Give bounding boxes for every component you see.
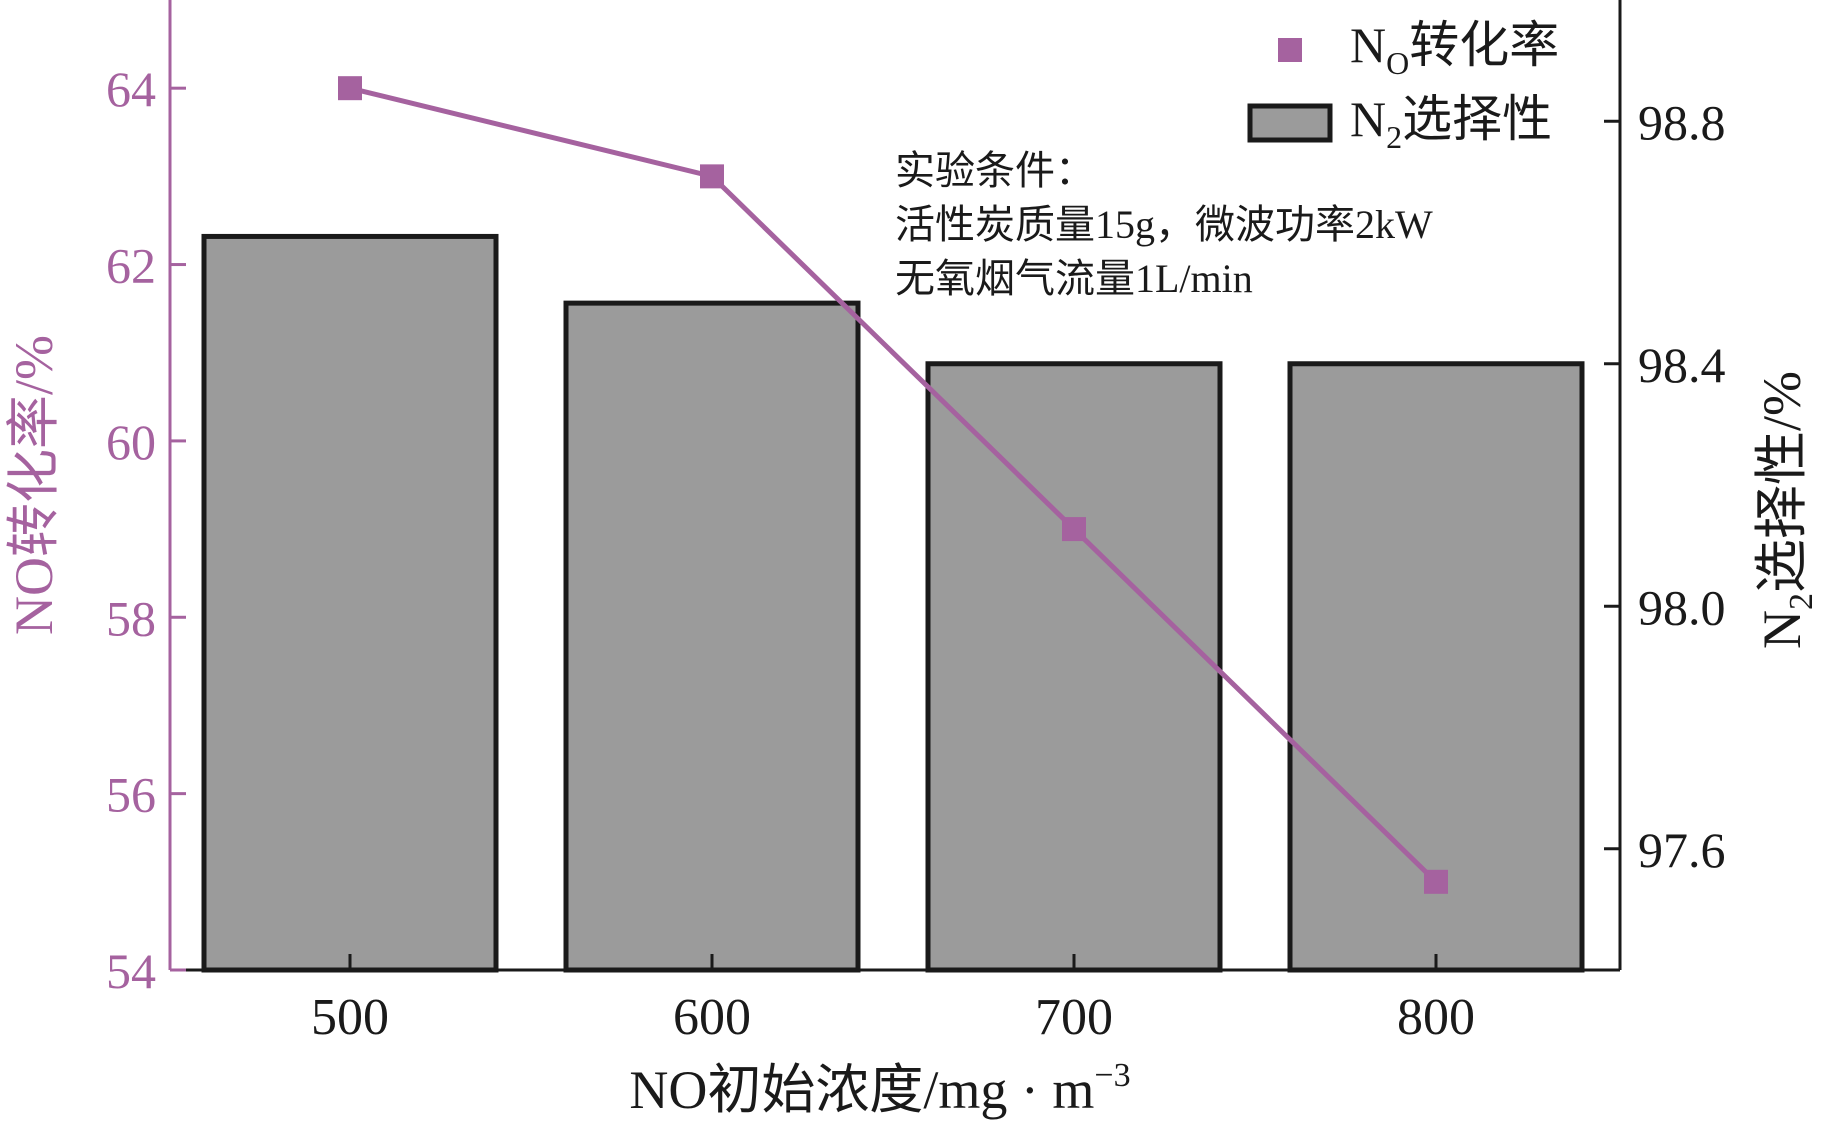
line-layer (338, 76, 1448, 894)
text-layer: 54 56 58 60 62 64 97.6 98.0 98.4 98.8 500 600 700 800… (4, 17, 1820, 1120)
right-axis-label: N2选择性/% (1752, 371, 1820, 649)
annotation-line-1: 活性炭质量15g，微波功率2kW (895, 202, 1433, 247)
right-tick-label-98: 98.0 (1638, 579, 1726, 635)
legend-label-sub: O (1386, 45, 1409, 81)
left-tick-label-62: 62 (106, 238, 156, 294)
bar-600 (563, 300, 861, 973)
right-tick-label-98.8: 98.8 (1638, 94, 1726, 150)
left-axis-label: NO转化率/% (4, 335, 64, 635)
x-axis-label: NO初始浓度/mg · m−3 (629, 1057, 1130, 1120)
legend-label-main: N (1350, 91, 1386, 147)
point-no-conversion-700 (1062, 517, 1086, 542)
right-axis-label-sub: 2 (1783, 593, 1820, 610)
point-no-conversion-800 (1424, 869, 1448, 894)
point-no-conversion-600 (700, 164, 724, 189)
left-tick-label-58: 58 (106, 590, 156, 646)
legend-label-rest: 转化率 (1409, 17, 1559, 73)
x-tick-label-500: 500 (311, 989, 389, 1046)
point-no-conversion-500 (338, 76, 362, 101)
x-tick-label-600: 600 (673, 989, 751, 1046)
x-axis-label-superscript: −3 (1094, 1057, 1130, 1094)
right-tick-label-98.4: 98.4 (1638, 337, 1726, 393)
legend-label-rest: 选择性 (1402, 91, 1552, 147)
legend-label-1: N2选择性 (1350, 91, 1552, 155)
bar-500 (201, 233, 499, 973)
bar-700 (925, 361, 1223, 973)
legend-label-main: N (1350, 17, 1386, 73)
line-no-conversion (349, 85, 1438, 884)
annotation-line-0: 实验条件： (895, 148, 1095, 193)
right-tick-label-97.6: 97.6 (1638, 822, 1726, 878)
left-tick-label-56: 56 (106, 767, 156, 823)
bars-layer (201, 233, 1585, 973)
left-tick-label-54: 54 (106, 943, 156, 999)
axes-layer (168, 0, 1622, 972)
legend-label-sub: 2 (1386, 119, 1402, 155)
legend-swatch-n2-selectivity (1247, 103, 1333, 143)
legend-label-0: NO转化率 (1350, 17, 1559, 81)
legend-marker-no-conversion (1278, 38, 1302, 62)
x-tick-label-700: 700 (1035, 989, 1113, 1046)
left-tick-label-64: 64 (106, 61, 156, 117)
right-axis-label-rest: 选择性/% (1752, 371, 1812, 593)
left-tick-label-60: 60 (106, 414, 156, 470)
x-tick-label-800: 800 (1397, 989, 1475, 1046)
annotation-line-2: 无氧烟气流量1L/min (895, 256, 1253, 301)
bar-800 (1287, 361, 1585, 973)
right-axis-label-main: N (1752, 610, 1812, 649)
